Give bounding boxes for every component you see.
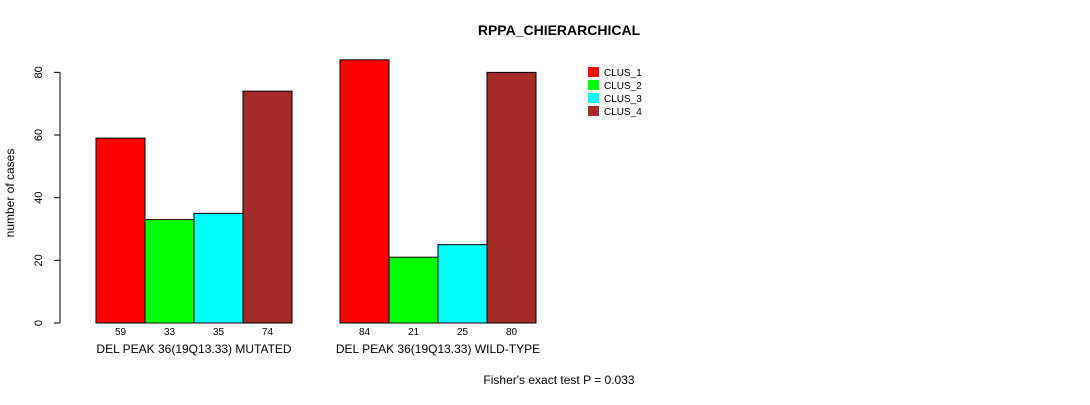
test-annotation: Fisher's exact test P = 0.033 (483, 373, 634, 387)
bar-value-label: 25 (457, 327, 469, 338)
y-axis-label: number of cases (3, 149, 17, 238)
bar-value-label: 21 (408, 327, 420, 338)
y-tick-label: 0 (33, 320, 45, 326)
bar-value-label: 33 (164, 327, 176, 338)
bar-labels: 59 33 35 74 DEL PEAK 36(19Q13.33) MUTATED 84 2… (96, 327, 540, 356)
bar-clus-1-group-1 (95, 137, 146, 324)
y-tick-label: 60 (33, 129, 45, 141)
legend-swatch-1 (588, 67, 599, 77)
bar-value-label: 84 (359, 327, 371, 338)
group-label-2: DEL PEAK 36(19Q13.33) WILD-TYPE (336, 342, 540, 356)
bar-clus-3-group-2 (437, 244, 488, 324)
y-tick-label: 20 (33, 254, 45, 266)
bar-clus-4-group-2 (486, 71, 537, 324)
bar-value-label: 74 (262, 327, 274, 338)
legend-swatch-4 (588, 106, 599, 116)
group-label-1: DEL PEAK 36(19Q13.33) MUTATED (96, 342, 292, 356)
bar-clus-1-group-2 (339, 59, 390, 324)
y-axis: 0 20 40 60 80 (33, 66, 61, 326)
legend-swatch-3 (588, 93, 599, 103)
bar-clus-3-group-1 (193, 212, 244, 324)
bar-clus-2-group-1 (144, 219, 195, 324)
y-tick-label: 40 (33, 192, 45, 204)
chart-title: RPPA_CHIERARCHICAL (478, 22, 641, 38)
bar-value-label: 59 (115, 327, 127, 338)
bar-value-label: 35 (213, 327, 225, 338)
legend-label-2: CLUS_2 (604, 81, 642, 92)
bar-clus-4-group-1 (242, 90, 293, 324)
legend-label-3: CLUS_3 (604, 94, 642, 105)
y-tick-label: 80 (33, 66, 45, 78)
legend-label-4: CLUS_4 (604, 107, 642, 118)
legend-label-1: CLUS_1 (604, 68, 642, 79)
bar-clus-2-group-2 (388, 256, 439, 324)
legend: CLUS_1 CLUS_2 CLUS_3 CLUS_4 (588, 67, 642, 118)
legend-swatch-2 (588, 80, 599, 90)
bars-layer (95, 59, 537, 324)
bar-value-label: 80 (506, 327, 518, 338)
